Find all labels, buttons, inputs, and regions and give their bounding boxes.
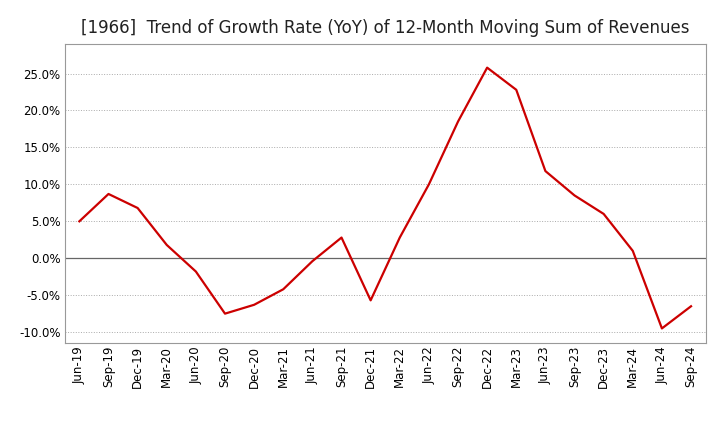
Title: [1966]  Trend of Growth Rate (YoY) of 12-Month Moving Sum of Revenues: [1966] Trend of Growth Rate (YoY) of 12-… — [81, 19, 690, 37]
